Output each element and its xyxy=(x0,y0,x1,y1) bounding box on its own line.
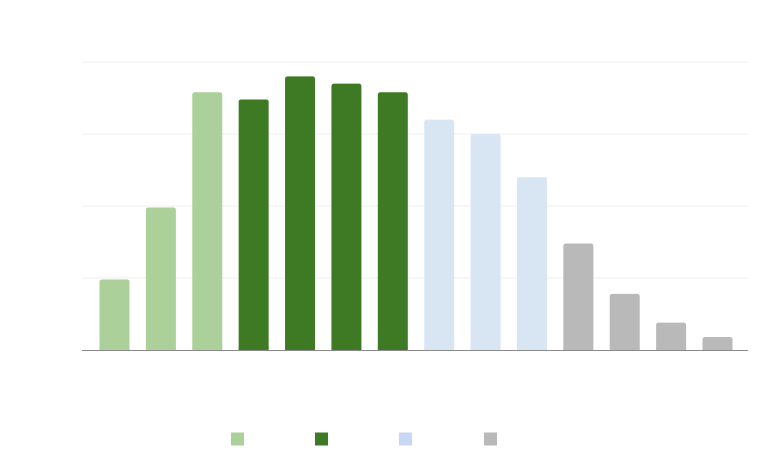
legend-swatch[interactable] xyxy=(484,432,497,446)
bar[interactable] xyxy=(377,92,408,351)
bar[interactable] xyxy=(331,83,362,350)
bar-base xyxy=(331,347,362,350)
bar-base xyxy=(609,347,640,350)
legend-swatch[interactable] xyxy=(315,432,328,446)
bar[interactable] xyxy=(563,243,594,350)
bar[interactable] xyxy=(238,99,269,350)
bar-base xyxy=(285,347,316,350)
bar[interactable] xyxy=(656,322,687,350)
bar-base xyxy=(192,347,223,350)
legend xyxy=(231,432,497,446)
bar-base xyxy=(516,347,547,350)
bar-base xyxy=(99,347,130,350)
bar[interactable] xyxy=(470,134,501,350)
gridlines xyxy=(82,61,748,279)
bar-base xyxy=(145,347,176,350)
legend-swatch[interactable] xyxy=(231,432,244,446)
bar[interactable] xyxy=(424,119,455,350)
bar[interactable] xyxy=(285,76,316,351)
legend-swatch[interactable] xyxy=(399,432,412,446)
bar[interactable] xyxy=(192,92,223,351)
bar-base xyxy=(702,347,733,350)
bar[interactable] xyxy=(99,279,130,350)
bar-base xyxy=(424,347,455,350)
bar[interactable] xyxy=(702,337,733,350)
bar[interactable] xyxy=(516,177,547,350)
bars xyxy=(99,76,733,351)
bar-base xyxy=(238,347,269,350)
bar-base xyxy=(656,347,687,350)
bar[interactable] xyxy=(145,207,176,350)
bar-base xyxy=(563,347,594,350)
bar[interactable] xyxy=(609,293,640,350)
bar-base xyxy=(470,347,501,350)
bar-base xyxy=(377,347,408,350)
